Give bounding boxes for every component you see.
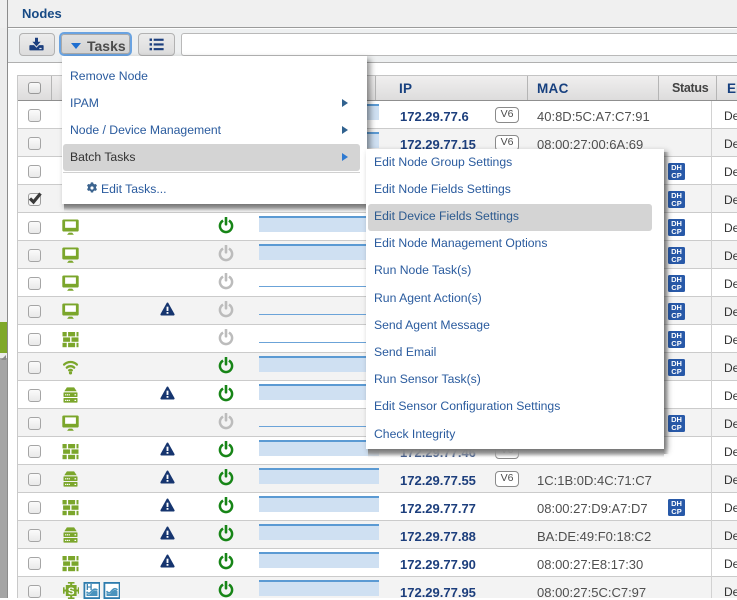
svg-text:H: H xyxy=(86,582,92,592)
svg-text:S: S xyxy=(68,586,75,597)
